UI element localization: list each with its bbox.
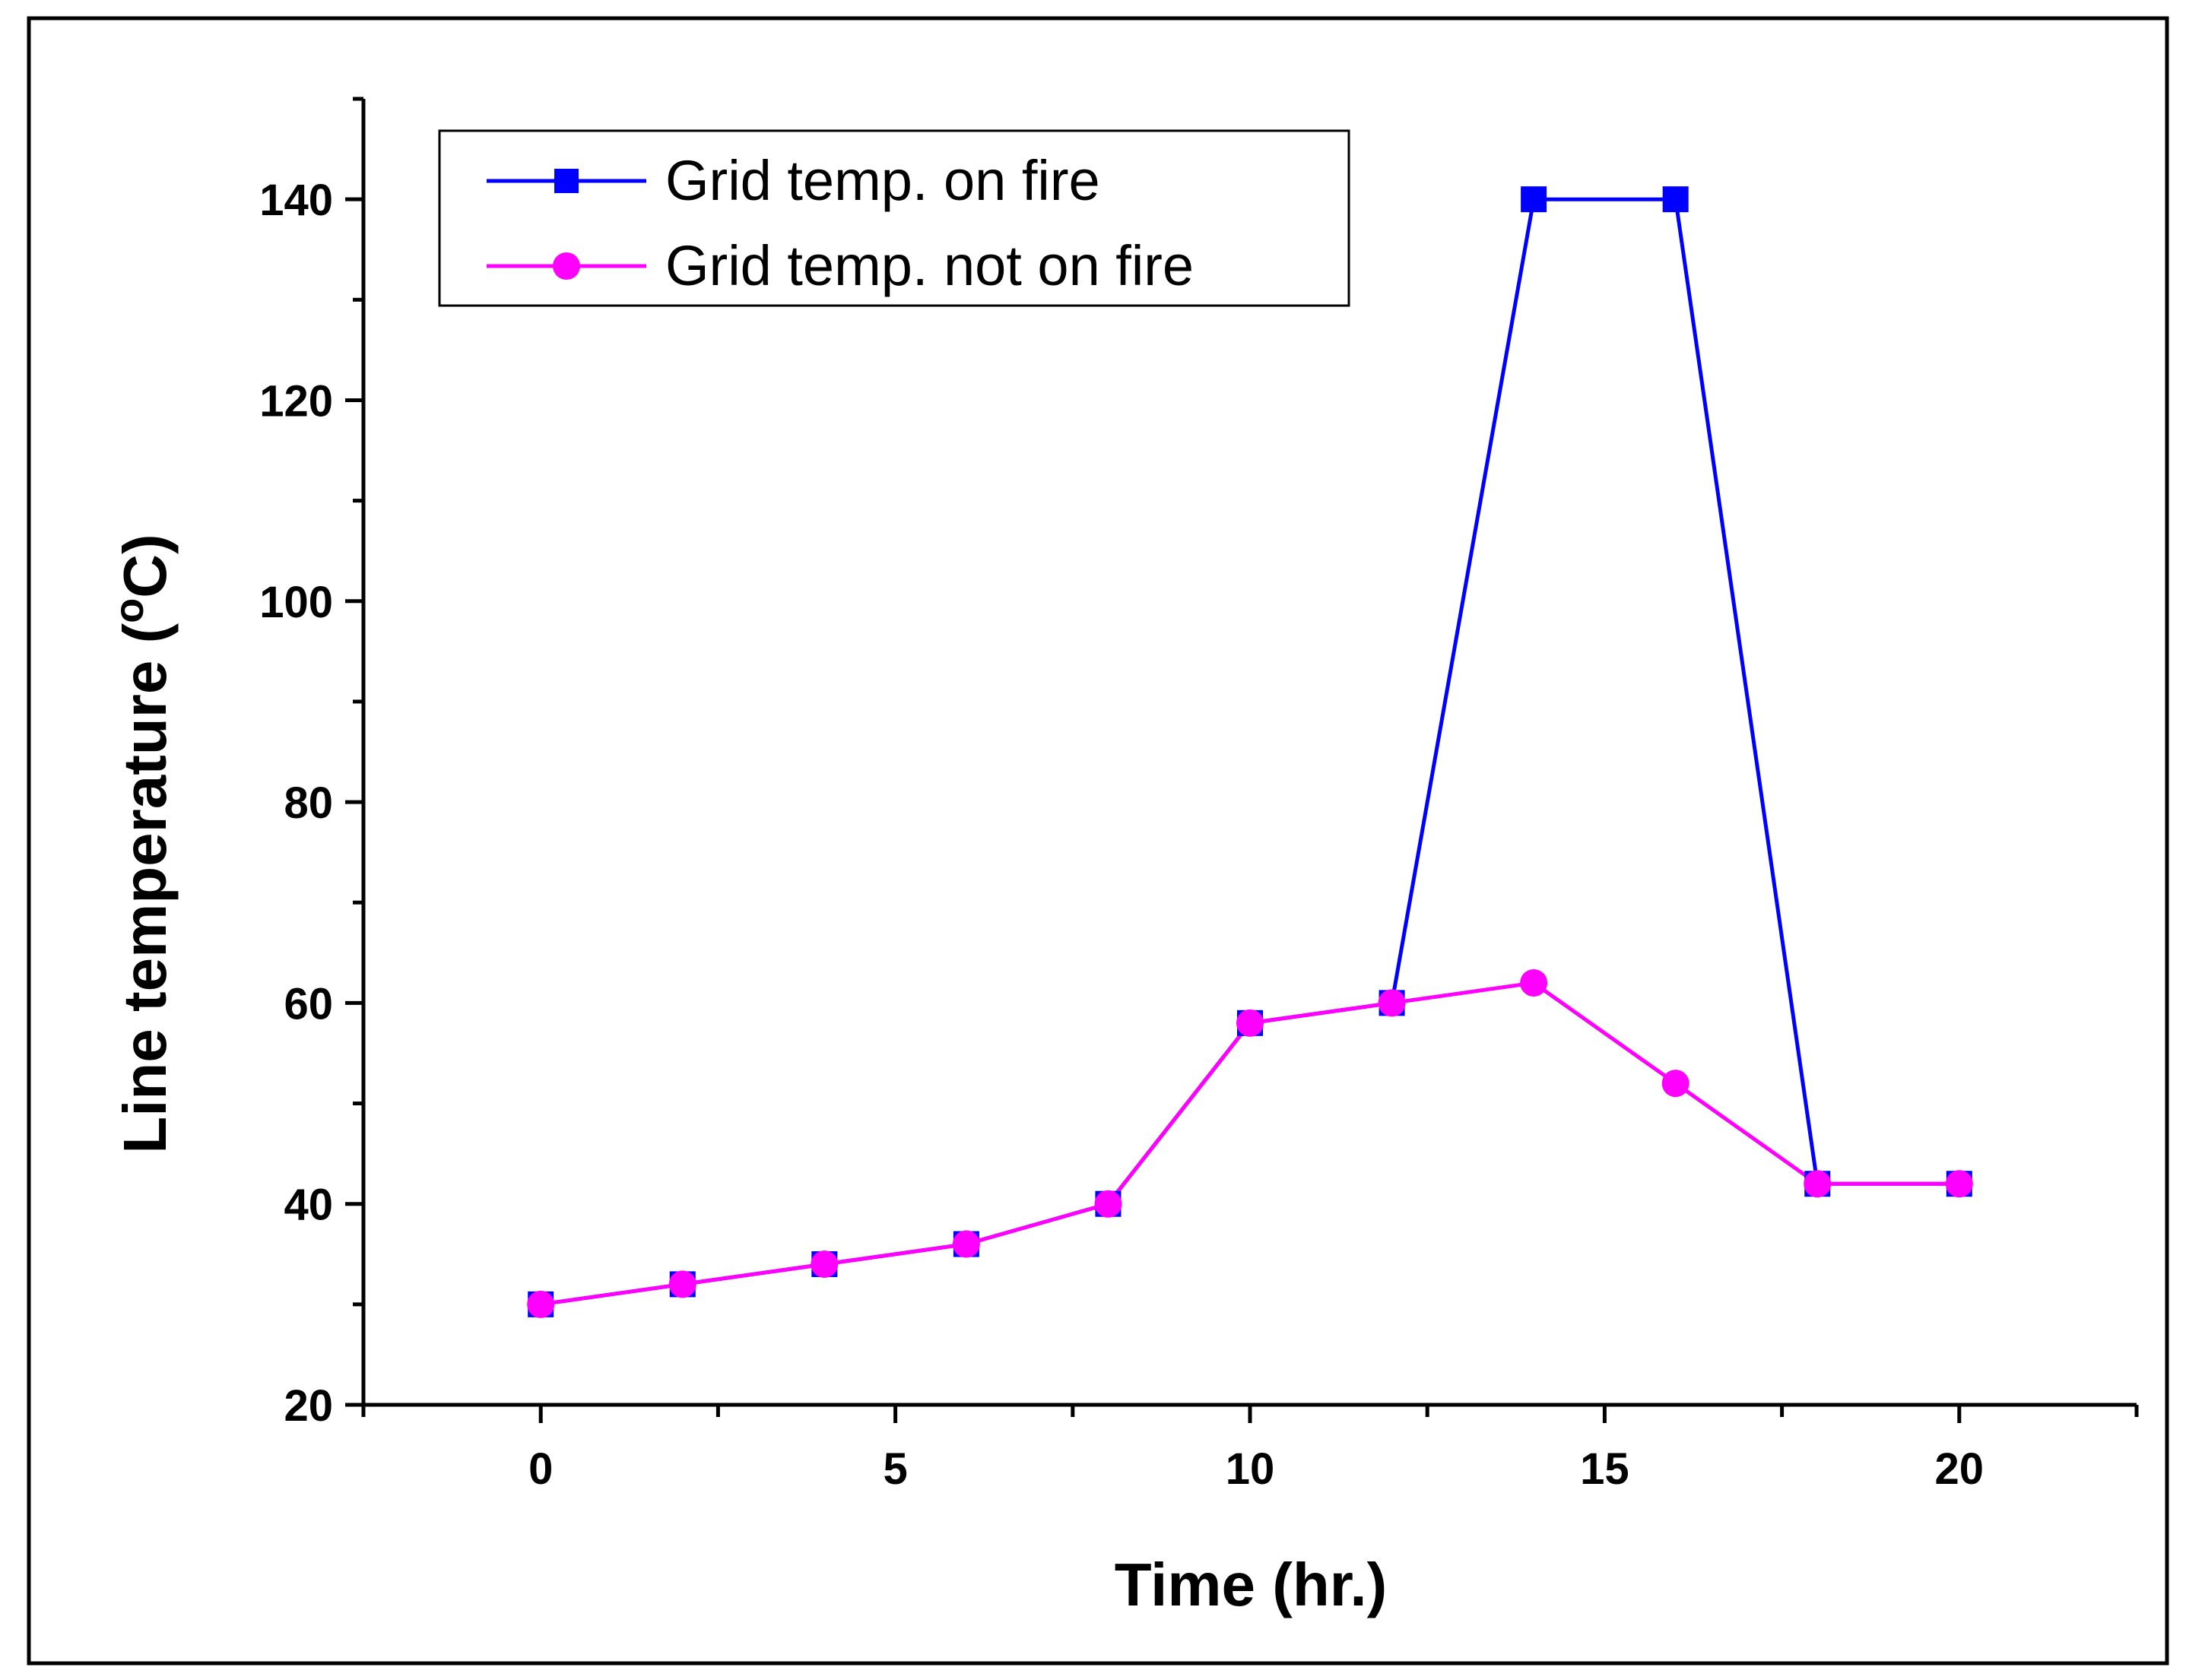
data-point	[1945, 1170, 1973, 1198]
y-tick-labels: 20 40 60 80 100 120 140	[259, 176, 333, 1431]
y-axis-title: Line temperature (oC)	[106, 534, 179, 1153]
x-axis-title: Time (hr.)	[1115, 1551, 1388, 1618]
legend-box	[438, 129, 1350, 307]
x-tick-label: 10	[1226, 1444, 1275, 1494]
y-tick-label: 80	[284, 778, 333, 828]
legend-marker-square-icon	[554, 169, 579, 193]
x-tick-label: 0	[528, 1444, 553, 1494]
data-point	[1521, 186, 1547, 213]
legend-label-not-on-fire: Grid temp. not on fire	[665, 234, 1194, 297]
series-line-0	[540, 197, 1959, 1307]
data-point	[1662, 186, 1689, 213]
y-tick-label: 20	[284, 1381, 333, 1431]
y-tick-label: 40	[284, 1181, 333, 1230]
legend-label-on-fire: Grid temp. on fire	[665, 149, 1100, 212]
data-point	[1661, 1070, 1689, 1098]
y-axis-title-degree: o	[106, 598, 152, 623]
x-tick-label: 5	[883, 1444, 907, 1494]
y-ticks	[345, 97, 363, 1407]
y-tick-label: 100	[259, 578, 333, 627]
series-layer	[527, 186, 1973, 1318]
data-point	[1236, 1009, 1264, 1037]
y-axis-title-unit: C)	[111, 534, 179, 598]
y-tick-label: 120	[259, 376, 333, 426]
data-point	[952, 1230, 980, 1258]
y-tick-label: 140	[259, 176, 333, 225]
figure-frame	[27, 16, 2169, 1666]
y-axis-title-main: Line temperature (	[111, 623, 179, 1153]
data-point	[1520, 968, 1548, 997]
x-ticks	[361, 1405, 2139, 1423]
x-tick-label: 20	[1935, 1444, 1985, 1494]
y-tick-label: 60	[284, 979, 333, 1029]
legend: Grid temp. on fire Grid temp. not on fir…	[438, 129, 1350, 307]
x-tick-labels: 0 5 10 15 20	[528, 1444, 1984, 1494]
data-point	[1094, 1190, 1122, 1218]
data-point	[811, 1250, 839, 1278]
data-point	[668, 1270, 696, 1298]
data-point	[1804, 1170, 1832, 1198]
x-tick-label: 15	[1580, 1444, 1629, 1494]
data-point	[1378, 989, 1406, 1017]
legend-marker-circle-icon	[553, 252, 580, 280]
data-point	[527, 1290, 555, 1318]
